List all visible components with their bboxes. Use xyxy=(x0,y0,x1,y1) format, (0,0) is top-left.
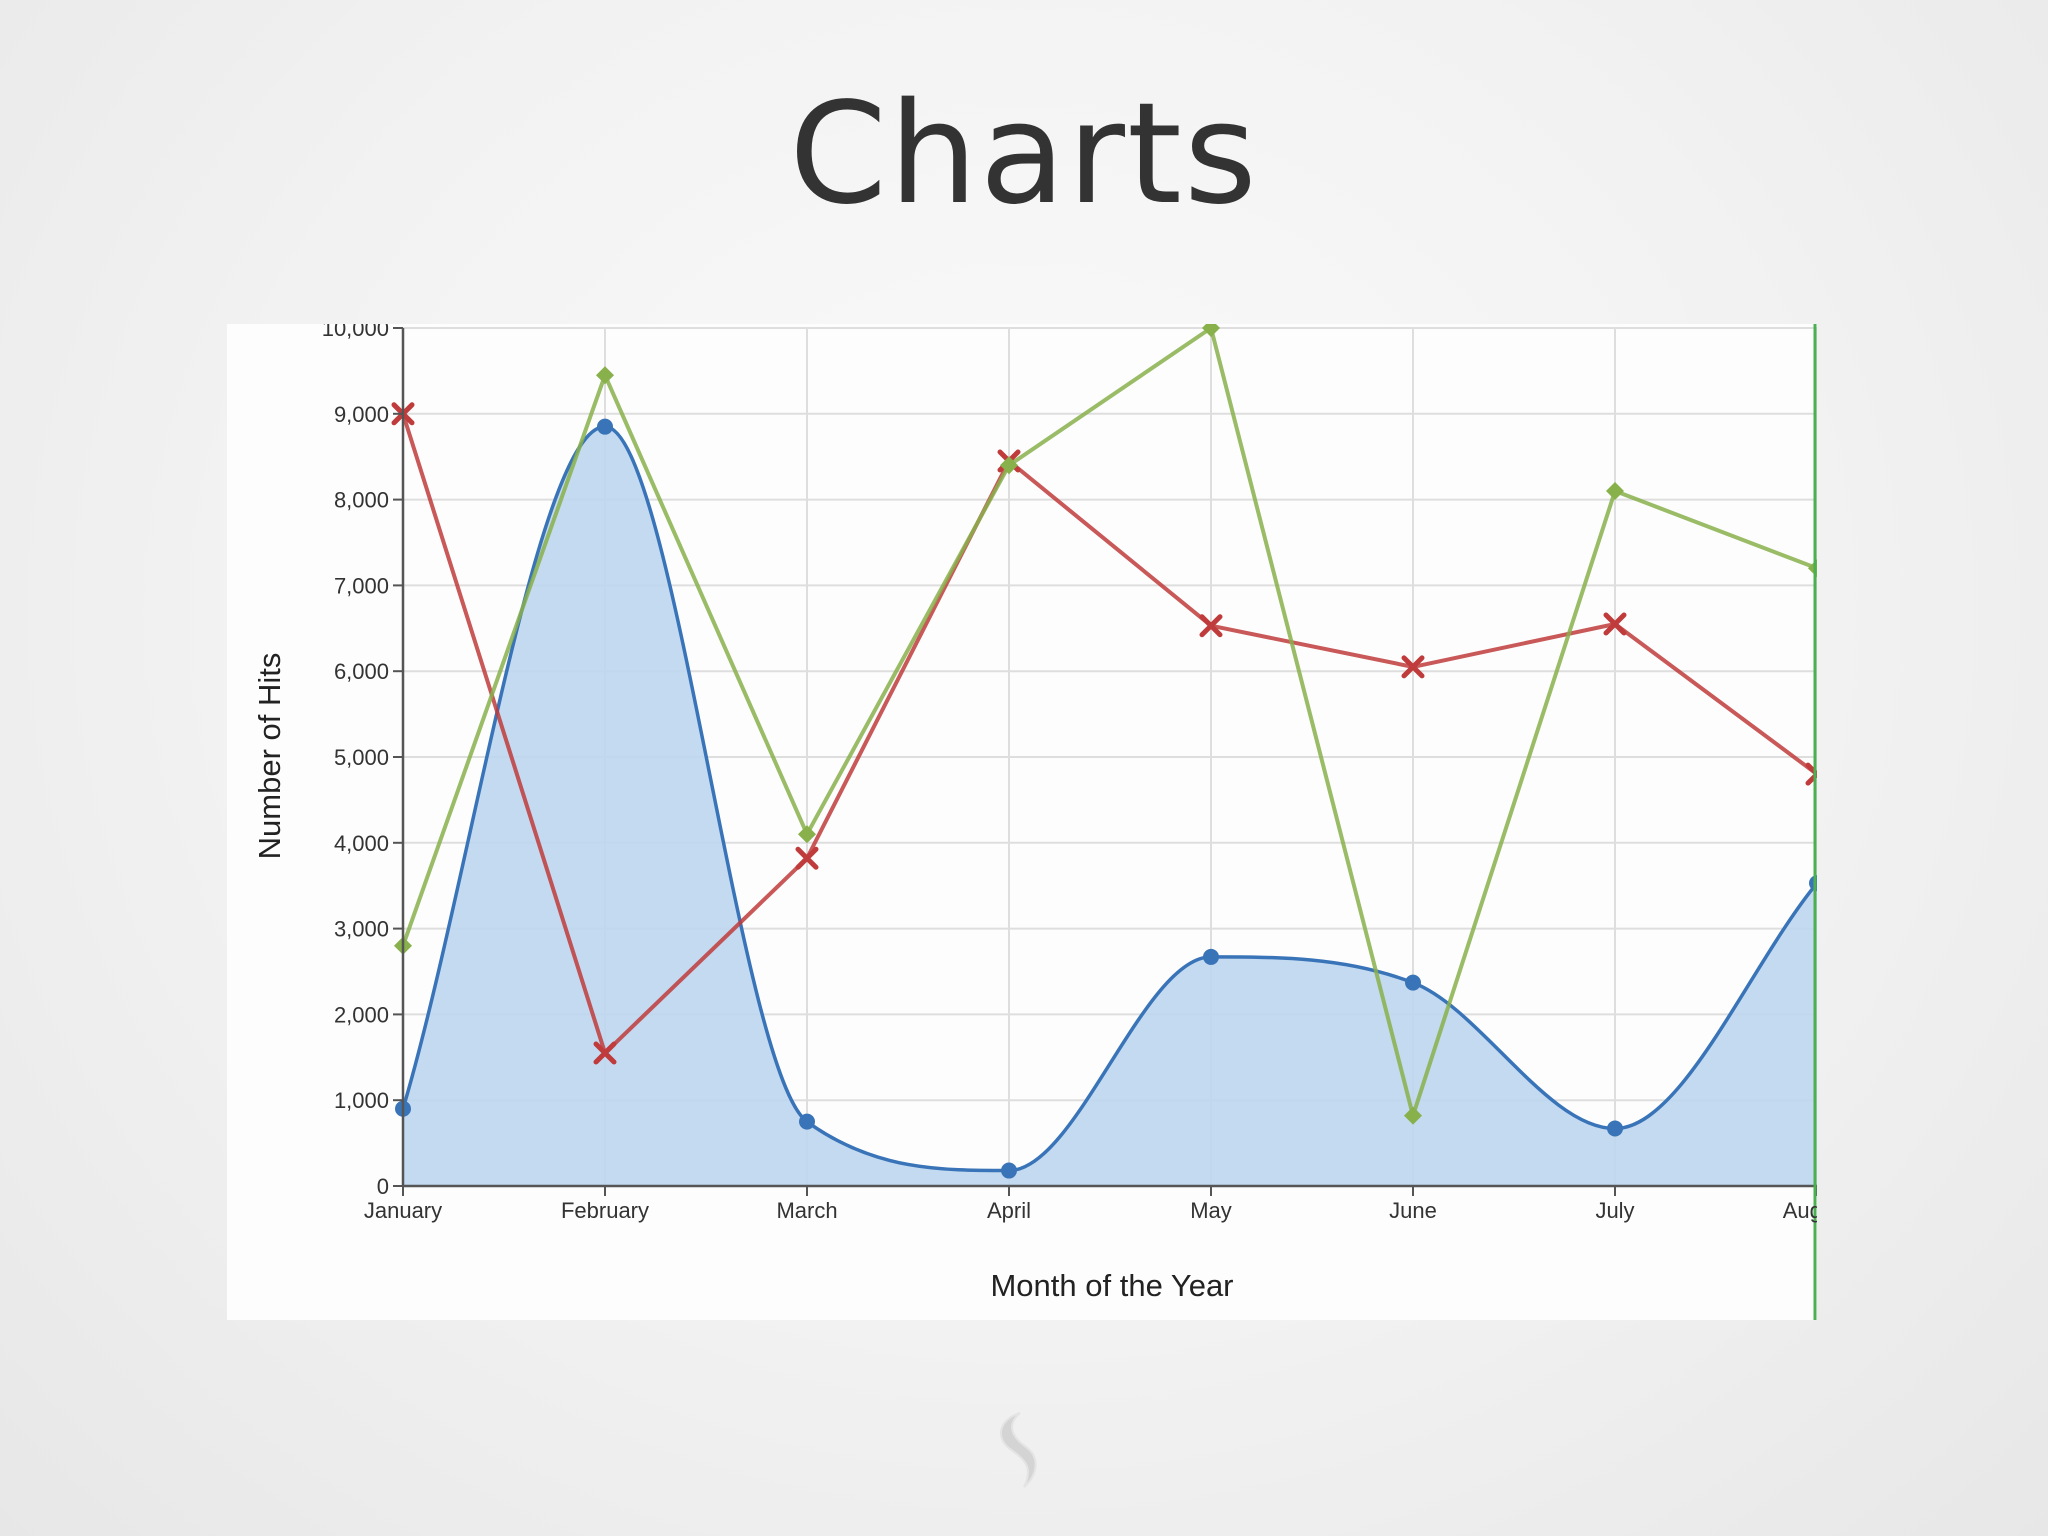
y-tick-label: 7,000 xyxy=(334,573,389,598)
y-tick-label: 10,000 xyxy=(322,324,389,341)
series-2-point xyxy=(596,366,614,385)
x-marker-stroke xyxy=(1805,762,1817,778)
series-1-line xyxy=(401,413,1817,1056)
x-tick-label: June xyxy=(1389,1198,1437,1223)
series-0-area xyxy=(403,426,1817,1186)
chart-panel: 0 1,000 2,000 3,000 4,000 5,000 6,000 7,000 8,00… xyxy=(227,324,1817,1320)
x-marker-stroke xyxy=(1603,612,1627,636)
series-markers xyxy=(391,324,1817,1179)
axes xyxy=(393,324,1817,1320)
tick-labels: 0 1,000 2,000 3,000 4,000 5,000 6,000 7,000 8,00… xyxy=(252,324,1817,1303)
series-1-point xyxy=(1805,762,1817,786)
x-tick-label: August xyxy=(1783,1198,1817,1223)
y-tick-label: 3,000 xyxy=(334,917,389,942)
x-tick-label: January xyxy=(364,1198,442,1223)
series-2-point xyxy=(1606,482,1624,501)
series-2-point xyxy=(1202,324,1220,337)
series-0-point xyxy=(1405,974,1421,991)
area-series xyxy=(403,426,1817,1186)
series-1-point xyxy=(593,1041,617,1065)
series-2-point xyxy=(1000,456,1018,475)
series-0-point xyxy=(799,1113,815,1130)
x-marker-stroke xyxy=(1199,614,1223,638)
line-chart: 0 1,000 2,000 3,000 4,000 5,000 6,000 7,000 8,00… xyxy=(252,324,1817,1320)
series-0-point xyxy=(1607,1120,1623,1137)
x-tick-label: February xyxy=(561,1198,649,1223)
x-tick-label: May xyxy=(1190,1198,1232,1223)
y-tick-label: 6,000 xyxy=(334,659,389,684)
x-tick-label: March xyxy=(776,1198,837,1223)
series-1-point xyxy=(1401,655,1425,679)
x-marker-stroke xyxy=(593,1041,617,1065)
x-axis-title: Month of the Year xyxy=(990,1268,1233,1303)
y-tick-label: 2,000 xyxy=(334,1002,389,1027)
x-marker-stroke xyxy=(1805,770,1817,786)
x-marker-stroke xyxy=(1401,655,1425,679)
series-1-point xyxy=(795,846,819,870)
series-2-point xyxy=(798,825,816,844)
y-tick-label: 8,000 xyxy=(334,488,389,513)
series-1-point xyxy=(1199,614,1223,638)
series-2-line xyxy=(401,326,1817,1118)
x-tick-label: July xyxy=(1595,1198,1634,1223)
series-2-point xyxy=(1404,1106,1422,1125)
x-marker-stroke xyxy=(795,846,819,870)
y-tick-label: 4,000 xyxy=(334,831,389,856)
swirl-logo-icon xyxy=(999,1412,1037,1488)
series-0-point xyxy=(1203,948,1219,965)
y-tick-label: 9,000 xyxy=(334,402,389,427)
series-1-point xyxy=(1603,612,1627,636)
y-axis-title: Number of Hits xyxy=(252,653,287,860)
slide-title: Charts xyxy=(789,73,1259,236)
x-tick-label: April xyxy=(987,1198,1031,1223)
y-tick-label: 0 xyxy=(377,1174,389,1199)
series-0-point xyxy=(597,418,613,435)
y-tick-label: 1,000 xyxy=(334,1088,389,1113)
series-0-point xyxy=(1001,1162,1017,1179)
y-tick-label: 5,000 xyxy=(334,745,389,770)
